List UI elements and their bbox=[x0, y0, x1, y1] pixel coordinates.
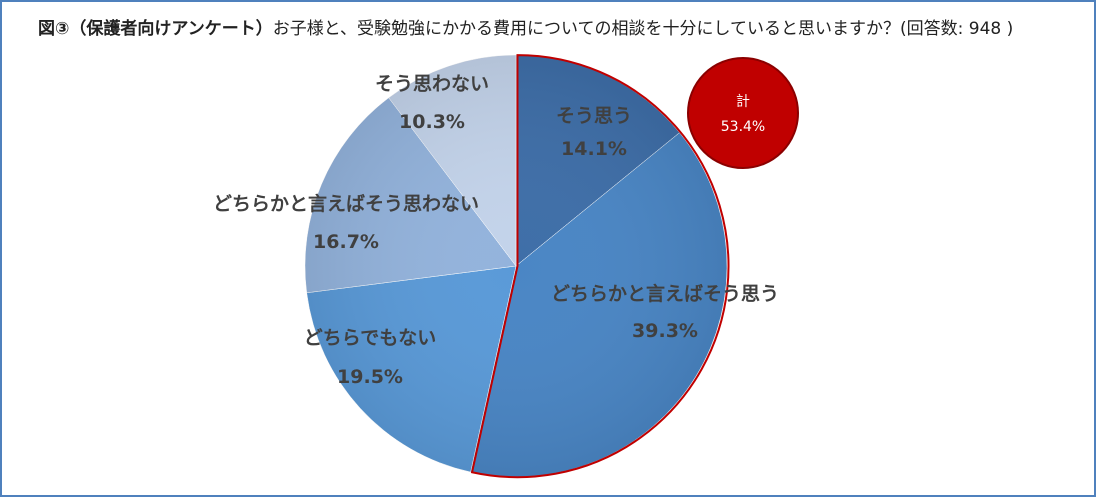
total-badge: 計 53.4% bbox=[687, 57, 799, 169]
highlight-outline bbox=[470, 54, 730, 479]
total-badge-circle bbox=[687, 57, 799, 169]
chart-title: 図③（保護者向けアンケート）お子様と、受験勉強にかかる費用についての相談を十分に… bbox=[38, 14, 1013, 39]
slice-value-label: 14.1% bbox=[561, 138, 627, 160]
chart-title-text: お子様と、受験勉強にかかる費用についての相談を十分にしていると思いますか？(回答… bbox=[272, 19, 1014, 39]
slice-category-label: どちらかと言えばそう思わない bbox=[213, 192, 479, 215]
slice-value-label: 10.3% bbox=[399, 111, 465, 133]
pie-labels: そう思う 14.1% どちらかと言えばそう思う 39.3% どちらでもない 19.5% どち… bbox=[213, 73, 779, 388]
pie-shading bbox=[305, 55, 727, 477]
slice-value-label: 19.5% bbox=[337, 366, 403, 388]
total-badge-label: 計 bbox=[736, 94, 750, 110]
slice-category-label: どちらでもない bbox=[304, 327, 436, 349]
slice-category-label: そう思わない bbox=[375, 73, 489, 95]
slice-category-label: そう思う bbox=[556, 105, 632, 127]
slice-value-label: 39.3% bbox=[632, 320, 698, 342]
slice-category-label: どちらかと言えばそう思う bbox=[551, 282, 779, 305]
chart-title-bold: 図③（保護者向けアンケート） bbox=[38, 19, 273, 39]
total-badge-value: 53.4% bbox=[721, 119, 765, 135]
pie-slices bbox=[304, 54, 730, 479]
slice-value-label: 16.7% bbox=[313, 231, 379, 253]
